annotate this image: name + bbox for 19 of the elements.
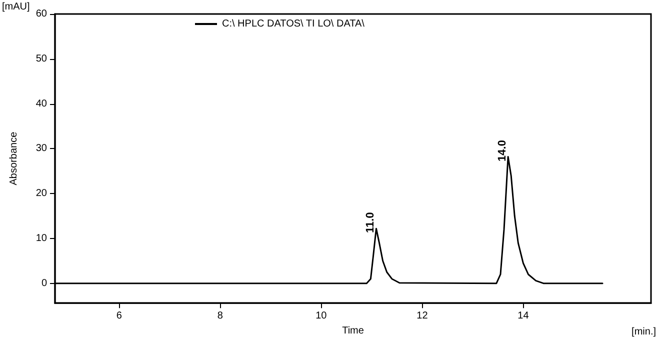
text: [min.] xyxy=(632,326,656,338)
annotation: 14.0 xyxy=(496,140,509,162)
y-tick-label: 10 xyxy=(36,232,48,244)
x-tick-label: 10 xyxy=(316,310,328,322)
y-tick-label: 40 xyxy=(36,98,48,110)
x-tick-label: 14 xyxy=(518,310,530,322)
annotation: 11.0 xyxy=(364,212,377,233)
legend-label: C:\ HPLC DATOS\ TI LO\ DATA\ xyxy=(222,18,365,30)
x-tick-label: 6 xyxy=(116,310,122,322)
y-tick-label: 60 xyxy=(36,8,48,20)
y-tick-label: 20 xyxy=(36,188,48,200)
y-tick-label: 50 xyxy=(36,53,48,64)
y-tick-label: 30 xyxy=(36,143,48,154)
text: [mAU] xyxy=(2,2,30,12)
x-axis-title: Time xyxy=(342,326,364,336)
y-tick-label: 0 xyxy=(41,278,48,289)
y-axis-title: Absorbance xyxy=(8,131,20,186)
x-tick-label: 8 xyxy=(217,310,224,322)
x-tick-label: 12 xyxy=(416,310,428,322)
